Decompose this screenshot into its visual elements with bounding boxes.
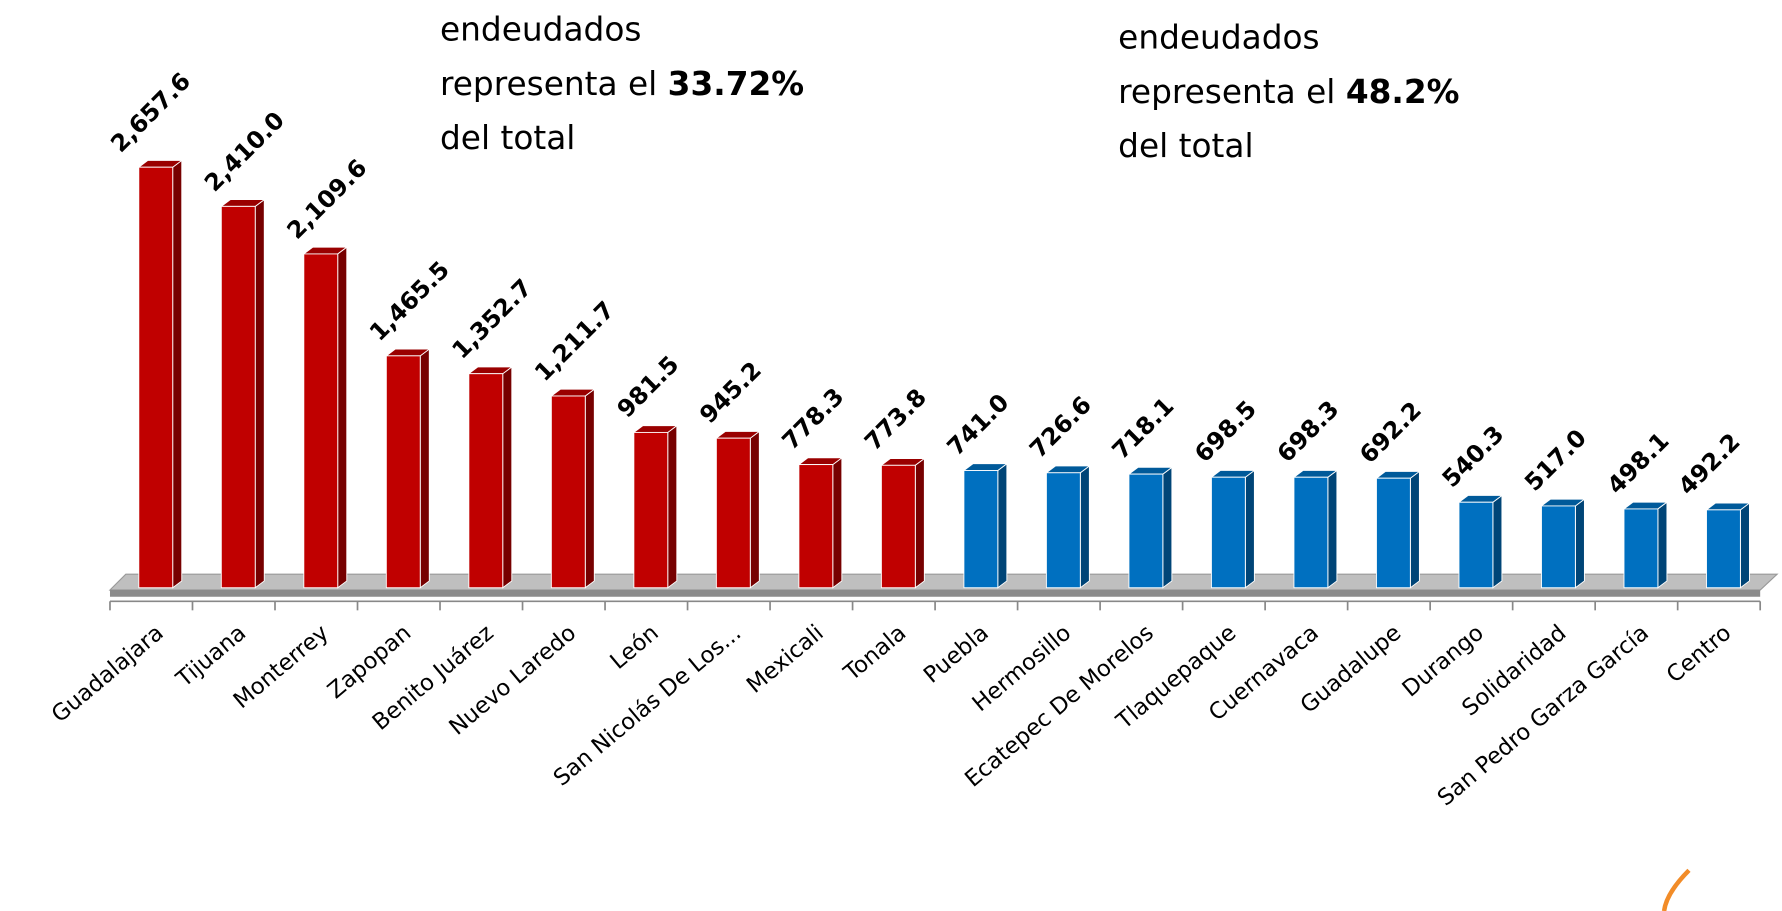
bar [1623,508,1659,589]
bar [963,470,999,589]
x-tick-label: Guadalajara [47,620,169,728]
value-label: 741.0 [942,388,1015,461]
value-label: 773.8 [859,383,932,456]
annotation-part: 48.2% [1346,73,1460,111]
value-label: 981.5 [612,350,685,423]
bar [385,355,421,589]
value-label: 1,352.7 [447,273,538,364]
value-label: 492.2 [1673,428,1746,501]
annotation-part: endeudados [440,11,641,49]
value-label: 718.1 [1107,392,1180,465]
value-label: 778.3 [777,382,850,455]
bar-side [1574,498,1585,589]
value-label: 540.3 [1437,420,1510,493]
floor-edge [109,590,1761,597]
bar [1458,501,1494,589]
value-label: 2,657.6 [105,67,196,158]
bar [220,205,256,589]
bar-side [914,457,925,589]
bar-side [1492,494,1503,589]
bar-side [1327,469,1338,589]
bar [1293,476,1329,589]
bar [1706,509,1741,589]
bar-side [1657,501,1668,589]
bar [1210,476,1246,589]
bar-side [1409,470,1420,589]
bar [1376,477,1411,589]
value-label: 498.1 [1602,427,1675,500]
annotation-part: endeudados [1118,19,1319,57]
x-tick-label: Centro [1662,620,1737,688]
bar-side [254,198,265,589]
value-label: 945.2 [694,356,767,429]
bar-side [667,424,678,589]
value-label: 1,211.7 [529,296,620,387]
bar-side [584,388,595,589]
bar [468,373,504,589]
annotation: del total [1118,127,1253,165]
annotation-part: 33.72% [668,65,804,103]
bar-side [1162,466,1173,589]
bar-side [749,430,760,589]
bar-side [502,366,513,589]
value-label: 517.0 [1519,424,1592,497]
bar-side [337,246,348,589]
x-tick-label: León [605,620,663,675]
bar-side [832,456,843,589]
x-tick-label: Tonala [839,620,912,687]
annotation: representa el 48.2% [1118,73,1459,111]
bar-side [1739,502,1750,589]
bar-side [997,462,1008,589]
bar [633,431,669,589]
value-label: 2,410.0 [199,106,290,197]
annotation-part: del total [440,119,575,157]
annotation: endeudados [1118,19,1319,57]
bar [1541,505,1576,589]
bar [1128,473,1164,589]
bar-side [1244,469,1255,589]
annotation-part: del total [1118,127,1253,165]
bar-side [419,348,430,589]
value-label: 1,465.5 [364,256,455,347]
bar-side [172,159,183,589]
annotation-part: representa el [440,65,668,103]
value-label: 698.3 [1272,395,1345,468]
bar [138,166,174,589]
annotation-part: representa el [1118,73,1346,111]
bar-side [1079,465,1090,589]
value-label: 726.6 [1024,391,1097,464]
value-label: 698.5 [1189,395,1262,468]
bar [1045,472,1081,589]
bar [303,253,339,589]
floor [108,573,1779,591]
x-tick-label: Puebla [919,620,994,689]
annotation: representa el 33.72% [440,65,804,103]
bar [715,437,751,589]
x-tick-label: Mexicali [742,620,829,699]
value-label: 2,109.6 [281,154,372,245]
annotation: endeudados [440,11,641,49]
bar [550,395,586,589]
x-tick-label: Tijuana [171,620,251,693]
value-label: 692.2 [1354,396,1427,469]
bar [880,464,916,589]
annotation: del total [440,119,575,157]
bar [798,464,834,589]
decoration [1661,868,1691,911]
